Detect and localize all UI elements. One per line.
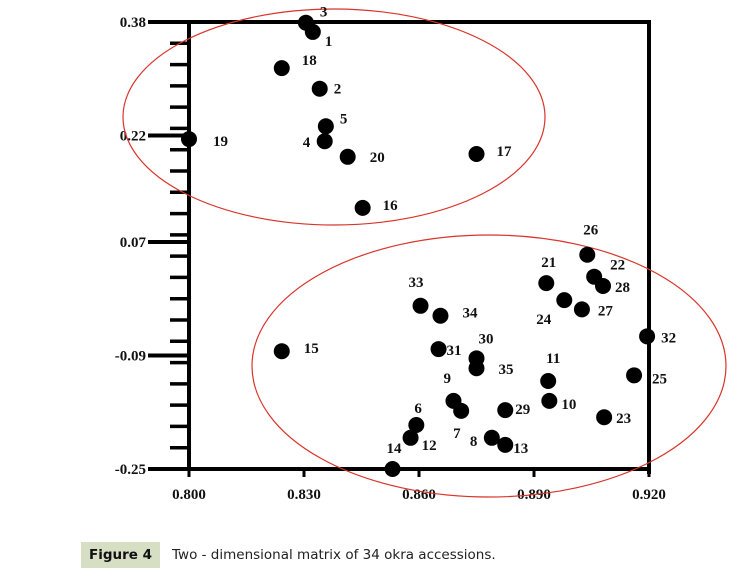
point-label-4: 4 bbox=[303, 135, 311, 151]
y-tick-label: -0.09 bbox=[115, 348, 146, 364]
data-point-11 bbox=[540, 373, 557, 390]
point-label-21: 21 bbox=[541, 255, 556, 271]
data-point-33 bbox=[412, 297, 429, 314]
point-label-32: 32 bbox=[661, 330, 676, 346]
point-label-12: 12 bbox=[422, 438, 437, 454]
point-label-14: 14 bbox=[387, 441, 403, 457]
point-label-22: 22 bbox=[610, 258, 625, 274]
point-label-13: 13 bbox=[513, 441, 528, 457]
figure-caption: Figure 4 Two - dimensional matrix of 34 … bbox=[81, 542, 496, 568]
y-tick-label: 0.07 bbox=[120, 235, 147, 251]
point-label-10: 10 bbox=[561, 397, 576, 413]
data-point-17 bbox=[468, 145, 485, 162]
y-tick-label: 0.38 bbox=[120, 15, 146, 31]
data-point-20 bbox=[339, 148, 356, 165]
x-tick-label: 0.800 bbox=[172, 487, 206, 503]
point-label-26: 26 bbox=[583, 223, 599, 239]
point-label-28: 28 bbox=[615, 280, 630, 296]
data-point-34 bbox=[432, 307, 449, 324]
data-point-19 bbox=[181, 131, 197, 148]
point-label-11: 11 bbox=[546, 351, 560, 367]
data-point-10 bbox=[541, 392, 558, 409]
data-point-32 bbox=[639, 328, 656, 345]
data-point-3 bbox=[297, 14, 314, 31]
y-tick-label: -0.25 bbox=[115, 462, 146, 478]
data-point-4 bbox=[316, 133, 333, 150]
x-tick-label: 0.830 bbox=[287, 487, 321, 503]
data-point-14 bbox=[384, 461, 401, 477]
data-point-24 bbox=[556, 292, 573, 309]
data-point-12 bbox=[402, 429, 419, 446]
point-label-3: 3 bbox=[320, 5, 328, 21]
point-label-17: 17 bbox=[497, 144, 513, 160]
point-label-20: 20 bbox=[370, 150, 385, 166]
point-label-34: 34 bbox=[462, 306, 478, 322]
point-label-33: 33 bbox=[409, 275, 424, 291]
x-tick-label: 0.860 bbox=[402, 487, 436, 503]
point-label-35: 35 bbox=[499, 362, 514, 378]
data-point-13 bbox=[497, 436, 514, 453]
data-point-35 bbox=[468, 360, 485, 377]
cluster-ellipse-1 bbox=[122, 8, 546, 226]
point-label-23: 23 bbox=[616, 411, 631, 427]
point-label-2: 2 bbox=[334, 82, 342, 98]
figure-caption-text: Two - dimensional matrix of 34 okra acce… bbox=[172, 547, 496, 563]
point-label-5: 5 bbox=[340, 111, 348, 127]
data-point-23 bbox=[596, 409, 613, 426]
data-point-29 bbox=[497, 402, 514, 419]
data-point-26 bbox=[579, 246, 596, 263]
data-point-18 bbox=[273, 60, 290, 77]
point-label-9: 9 bbox=[444, 371, 452, 387]
data-point-28 bbox=[595, 277, 611, 294]
point-label-19: 19 bbox=[213, 134, 228, 150]
data-point-15 bbox=[273, 343, 290, 360]
point-label-6: 6 bbox=[414, 401, 422, 417]
point-label-27: 27 bbox=[598, 303, 614, 319]
point-label-15: 15 bbox=[304, 341, 319, 357]
point-label-8: 8 bbox=[470, 434, 478, 450]
point-label-1: 1 bbox=[325, 34, 333, 50]
scatter-chart: 0.380.220.07-0.09-0.250.800 0.830 0.860 0.8… bbox=[115, 5, 727, 503]
data-point-5 bbox=[317, 118, 334, 135]
x-tick-label: 0.920 bbox=[632, 487, 666, 503]
data-point-25 bbox=[626, 367, 643, 384]
data-point-27 bbox=[573, 301, 590, 318]
data-point-16 bbox=[354, 199, 371, 216]
point-label-24: 24 bbox=[536, 312, 552, 328]
point-label-25: 25 bbox=[652, 371, 667, 387]
point-label-30: 30 bbox=[479, 331, 494, 347]
point-label-18: 18 bbox=[302, 53, 317, 69]
data-point-31 bbox=[430, 341, 447, 358]
cluster-ellipse-2 bbox=[251, 234, 727, 498]
point-label-16: 16 bbox=[383, 198, 399, 214]
point-label-31: 31 bbox=[447, 343, 462, 359]
data-point-6 bbox=[408, 417, 425, 434]
data-point-8 bbox=[483, 429, 500, 446]
point-label-7: 7 bbox=[453, 426, 461, 442]
data-point-9 bbox=[445, 392, 462, 409]
point-label-29: 29 bbox=[515, 402, 530, 418]
figure-label: Figure 4 bbox=[81, 542, 161, 568]
data-point-21 bbox=[538, 275, 555, 292]
data-point-2 bbox=[311, 80, 328, 97]
y-tick-label: 0.22 bbox=[120, 129, 146, 145]
